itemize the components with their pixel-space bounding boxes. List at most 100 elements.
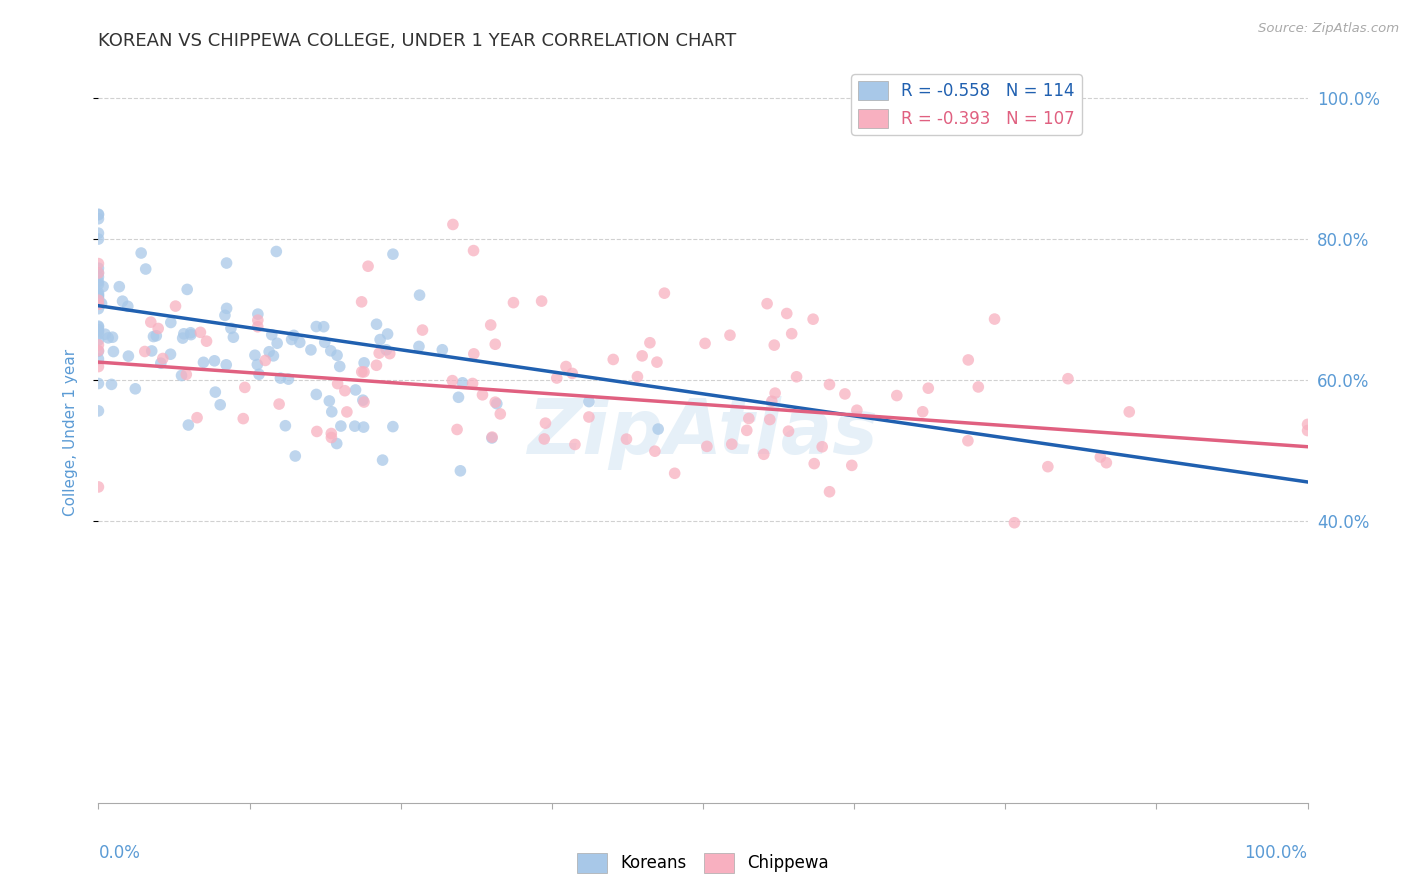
Point: [555, 359, 578, 374]
Text: 0.0%: 0.0%: [98, 844, 141, 862]
Point: [578, 409, 600, 424]
Point: [124, 382, 146, 396]
Point: [1036, 459, 1059, 474]
Point: [101, 330, 124, 344]
Point: [834, 387, 856, 401]
Point: [87, 290, 110, 304]
Point: [305, 387, 328, 401]
Text: 100.0%: 100.0%: [1244, 844, 1308, 862]
Point: [87, 327, 110, 342]
Point: [87, 208, 110, 222]
Point: [1057, 372, 1080, 386]
Point: [447, 390, 470, 404]
Point: [266, 336, 288, 351]
Point: [159, 347, 181, 361]
Point: [87, 301, 110, 316]
Point: [352, 393, 374, 408]
Point: [87, 287, 110, 301]
Point: [377, 326, 399, 341]
Point: [94, 327, 117, 342]
Point: [696, 439, 718, 453]
Point: [87, 257, 110, 271]
Point: [87, 404, 110, 418]
Point: [778, 424, 800, 438]
Point: [177, 418, 200, 433]
Point: [326, 436, 349, 450]
Point: [616, 432, 638, 446]
Point: [91, 279, 114, 293]
Point: [117, 349, 139, 363]
Point: [87, 325, 110, 339]
Point: [1118, 405, 1140, 419]
Point: [87, 293, 110, 307]
Point: [314, 335, 336, 350]
Point: [111, 294, 134, 309]
Point: [693, 336, 716, 351]
Point: [246, 319, 269, 334]
Point: [87, 266, 110, 280]
Point: [502, 295, 524, 310]
Point: [152, 351, 174, 366]
Point: [172, 331, 194, 345]
Point: [87, 232, 110, 246]
Point: [408, 288, 430, 302]
Point: [449, 464, 471, 478]
Point: [284, 449, 307, 463]
Point: [911, 405, 934, 419]
Point: [489, 407, 512, 421]
Point: [280, 333, 302, 347]
Point: [329, 419, 352, 434]
Legend: Koreans, Chippewa: Koreans, Chippewa: [571, 847, 835, 880]
Point: [305, 319, 328, 334]
Point: [97, 331, 120, 345]
Point: [246, 313, 269, 327]
Point: [87, 275, 110, 289]
Point: [408, 339, 430, 353]
Point: [87, 351, 110, 366]
Point: [763, 338, 786, 352]
Point: [232, 411, 254, 425]
Point: [100, 377, 122, 392]
Point: [87, 292, 110, 306]
Point: [246, 358, 269, 372]
Point: [353, 395, 375, 409]
Point: [602, 352, 624, 367]
Point: [484, 337, 506, 351]
Point: [441, 374, 464, 388]
Point: [87, 344, 110, 359]
Point: [366, 318, 388, 332]
Point: [170, 368, 193, 383]
Point: [139, 315, 162, 329]
Point: [180, 327, 202, 342]
Point: [321, 405, 343, 419]
Point: [786, 369, 808, 384]
Point: [564, 437, 586, 451]
Point: [274, 418, 297, 433]
Point: [481, 431, 503, 445]
Point: [142, 329, 165, 343]
Point: [321, 426, 343, 441]
Point: [654, 286, 676, 301]
Point: [87, 277, 110, 292]
Point: [720, 437, 742, 451]
Point: [1090, 450, 1112, 464]
Point: [441, 218, 464, 232]
Point: [319, 343, 342, 358]
Point: [647, 422, 669, 436]
Point: [269, 397, 291, 411]
Point: [738, 411, 761, 425]
Point: [87, 295, 110, 310]
Point: [353, 420, 375, 434]
Point: [761, 394, 783, 409]
Point: [87, 226, 110, 240]
Point: [357, 259, 380, 273]
Point: [129, 246, 152, 260]
Point: [266, 244, 288, 259]
Point: [484, 395, 506, 409]
Point: [87, 320, 110, 334]
Point: [204, 385, 226, 400]
Point: [87, 285, 110, 300]
Point: [159, 316, 181, 330]
Point: [180, 326, 202, 340]
Point: [90, 296, 112, 310]
